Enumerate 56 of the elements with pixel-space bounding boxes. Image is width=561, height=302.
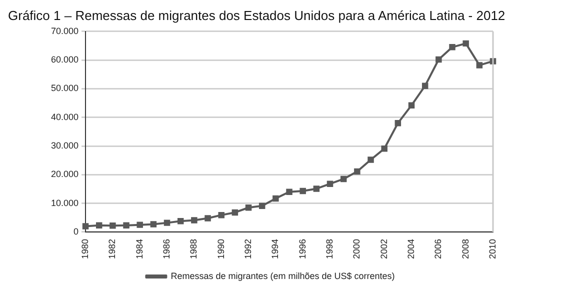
y-tick-label: 30.000 xyxy=(50,140,79,150)
point xyxy=(354,168,360,175)
point xyxy=(462,40,469,47)
point xyxy=(313,186,320,192)
x-tick-label: 2004 xyxy=(406,238,416,260)
point xyxy=(245,204,252,211)
point xyxy=(191,217,198,224)
point xyxy=(136,222,143,228)
point xyxy=(96,222,102,229)
x-tick-label: 1992 xyxy=(243,238,253,260)
point xyxy=(422,82,428,89)
point xyxy=(408,102,415,108)
point xyxy=(218,212,224,218)
y-tick-label: 10.000 xyxy=(50,198,79,208)
x-tick-label: 1986 xyxy=(162,238,172,260)
x-tick-label: 2008 xyxy=(460,238,470,260)
x-tick-label: 1982 xyxy=(107,238,118,260)
y-tick-label: 50.000 xyxy=(50,83,79,94)
point xyxy=(286,188,292,195)
point xyxy=(326,180,334,187)
point xyxy=(110,222,116,229)
point xyxy=(177,218,184,224)
y-tick-label: 60.000 xyxy=(50,54,79,65)
point xyxy=(368,156,374,163)
x-tick-label: 1980 xyxy=(80,238,90,260)
point xyxy=(436,56,442,63)
x-tick-label: 1990 xyxy=(216,238,226,260)
x-tick-label: 2002 xyxy=(378,238,389,260)
x-tick-label: 2000 xyxy=(352,238,362,260)
point xyxy=(232,209,238,216)
x-tick-label: 2010 xyxy=(487,238,498,260)
point xyxy=(258,202,266,210)
y-tick-label: 20.000 xyxy=(50,169,79,180)
x-tick-label: 1998 xyxy=(324,238,334,260)
point xyxy=(381,145,388,152)
x-tick-label: 1996 xyxy=(297,238,308,260)
point xyxy=(394,120,402,126)
x-tick-label: 1984 xyxy=(134,238,144,260)
chart-title: Gráfico 1 – Remessas de migrantes dos Estados Unidos para a América Latina - 2012 xyxy=(8,8,506,23)
point xyxy=(82,223,89,230)
point xyxy=(204,215,211,222)
point xyxy=(123,222,130,229)
y-tick-label: 0 xyxy=(74,226,79,236)
x-tick-label: 1988 xyxy=(188,238,199,260)
point xyxy=(164,220,170,226)
point xyxy=(150,221,157,228)
point xyxy=(449,44,456,50)
point xyxy=(272,195,279,202)
point xyxy=(300,188,306,194)
y-tick-label: 70.000 xyxy=(50,26,79,36)
point xyxy=(476,62,483,68)
x-tick-label: 1994 xyxy=(270,238,280,260)
legend-label: Remessas de migrantes (em milhões de US$ correntes) xyxy=(170,270,395,281)
y-tick-label: 40.000 xyxy=(50,112,79,122)
x-tick-label: 2006 xyxy=(433,238,444,260)
point xyxy=(340,176,347,182)
